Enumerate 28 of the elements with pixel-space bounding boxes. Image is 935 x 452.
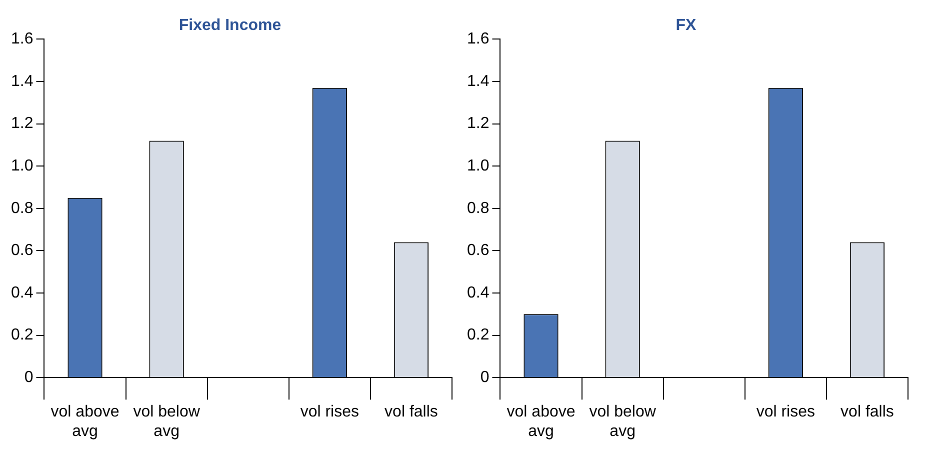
chart-title: FX [676,17,697,34]
x-tick-label: vol below avg [133,404,200,440]
y-tick-label: 0 [480,369,490,386]
y-tick-label: 1.2 [10,115,34,132]
y-tick-label: 0.2 [10,326,34,344]
y-tick-label: 0.4 [466,284,490,302]
y-tick-label: 1.4 [10,72,34,90]
y-tick-label: 0.8 [466,200,490,217]
y-tick-label: 0.6 [10,242,34,260]
chart-title: Fixed Income [178,17,282,34]
y-tick-label: 1.6 [466,30,490,48]
y-tick-label: 1.0 [466,158,490,175]
y-tick-label: 0.2 [466,326,490,344]
x-tick-label: vol above avg [506,404,576,440]
x-tick-label: vol falls [384,404,438,421]
x-tick-label: vol rises [756,404,816,421]
y-tick-label: 1.2 [466,115,490,132]
x-tick-label: vol rises [300,404,360,421]
y-tick-label: 1.0 [10,158,34,175]
y-tick-label: 0.8 [10,200,34,217]
x-tick-label: vol below avg [589,404,656,440]
x-tick-label: vol falls [840,404,894,421]
y-tick-label: 0.6 [466,242,490,260]
y-tick-label: 0 [24,369,34,386]
y-tick-label: 1.6 [10,30,34,48]
y-tick-label: 1.4 [466,72,490,90]
x-tick-label: vol above avg [50,404,120,440]
y-tick-label: 0.4 [10,284,34,302]
